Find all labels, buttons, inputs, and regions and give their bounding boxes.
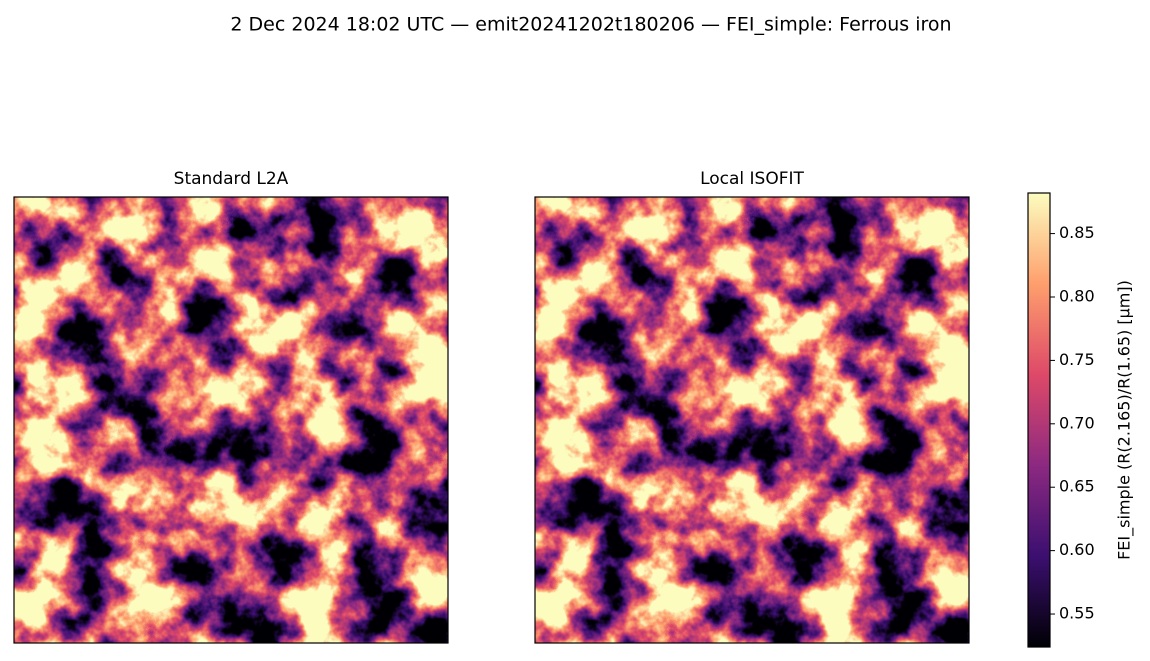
colorbar-tick-label: 0.80 <box>1059 286 1095 305</box>
heatmap-image <box>535 197 969 643</box>
panel-frame <box>13 196 449 644</box>
panel-frame <box>534 196 970 644</box>
colorbar-tick-label: 0.65 <box>1059 477 1095 496</box>
colorbar-label: FEI_simple (R(2.165)/R(1.65) [µm]) <box>1115 280 1135 560</box>
colorbar-tick-label: 0.85 <box>1059 223 1095 242</box>
panel: Local ISOFIT <box>534 169 970 644</box>
panel-title: Standard L2A <box>174 169 289 189</box>
panels: Standard L2A Local ISOFIT <box>13 169 970 644</box>
colorbar-tick-label: 0.75 <box>1059 350 1095 369</box>
colorbar-tick-label: 0.55 <box>1059 604 1095 623</box>
colorbar-gradient <box>1028 193 1050 647</box>
panel-title: Local ISOFIT <box>700 169 804 189</box>
figure-title: 2 Dec 2024 18:02 UTC — emit20241202t1802… <box>230 14 951 36</box>
colorbar-tick-label: 0.70 <box>1059 413 1095 432</box>
heatmap-image <box>14 197 448 643</box>
colorbar: 0.55 0.60 0.65 0.70 0.75 0.80 0.85 FEI_simple (… <box>1027 192 1135 648</box>
panel: Standard L2A <box>13 169 449 644</box>
colorbar-frame <box>1027 192 1051 648</box>
colorbar-tick-label: 0.60 <box>1059 540 1095 559</box>
